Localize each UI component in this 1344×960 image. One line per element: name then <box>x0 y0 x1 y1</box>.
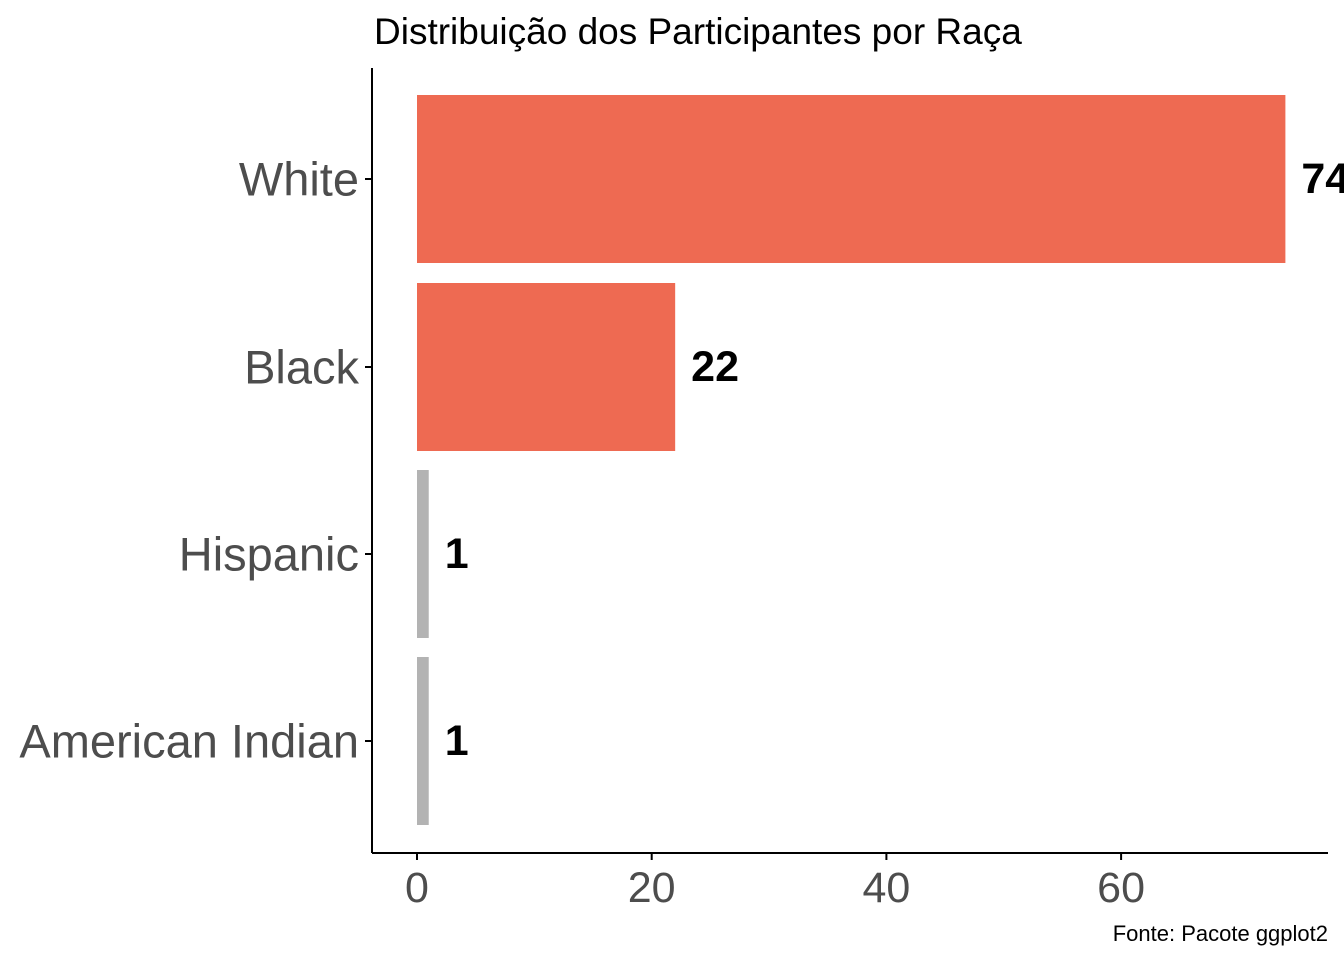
bar-black <box>417 283 676 451</box>
x-tick-label-40: 40 <box>862 864 910 912</box>
value-label-white: 74 <box>1301 155 1344 203</box>
value-label-hispanic: 1 <box>445 530 469 578</box>
chart-title: Distribuição dos Participantes por Raça <box>374 11 1022 52</box>
value-label-black: 22 <box>691 343 739 391</box>
y-axis: White Black Hispanic American Indian <box>19 68 373 853</box>
x-tick-label-60: 60 <box>1097 864 1145 912</box>
bar-hispanic <box>417 470 429 638</box>
bars-layer <box>417 95 1286 825</box>
x-tick-label-20: 20 <box>628 864 676 912</box>
chart-caption: Fonte: Pacote ggplot2 <box>1113 921 1328 946</box>
category-label-white: White <box>239 153 359 206</box>
x-axis: 0 20 40 60 <box>372 852 1328 912</box>
bar-white <box>417 95 1286 263</box>
bar-american-indian <box>417 657 429 825</box>
category-label-black: Black <box>244 341 359 394</box>
value-label-american-indian: 1 <box>445 717 469 765</box>
value-labels-layer: 74 22 1 1 <box>445 155 1344 765</box>
category-label-hispanic: Hispanic <box>179 528 359 581</box>
category-label-american-indian: American Indian <box>19 715 359 768</box>
x-tick-label-0: 0 <box>405 864 429 912</box>
